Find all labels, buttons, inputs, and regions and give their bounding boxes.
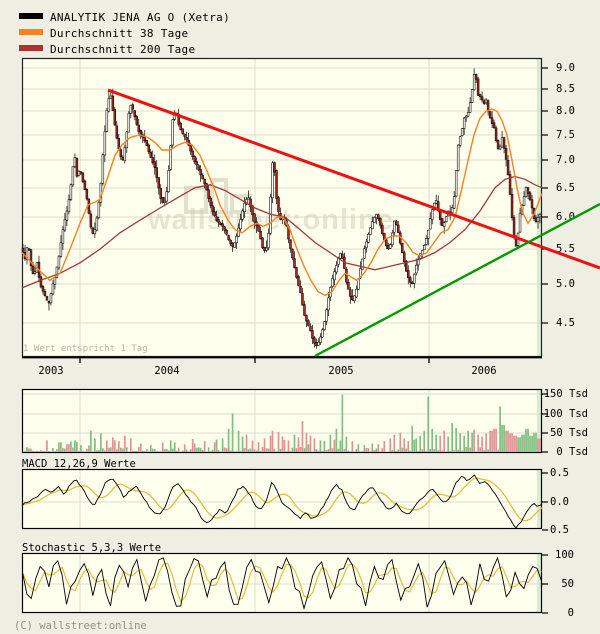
price-legend-label: ANALYTIK JENA AG O (Xetra) [50,11,230,24]
price-y-tick-label: 8.0 [556,105,575,117]
stochastic-panel-title: Stochastic 5,3,3 Werte [22,542,162,554]
macd-y-tick-label: 0.0 [550,496,569,508]
ma200-legend-swatch [19,45,43,51]
x-axis-year-label: 2005 [328,365,354,377]
x-axis-year-label: 2006 [471,365,497,377]
macd-panel-title: MACD 12,26,9 Werte [22,458,136,470]
legend-item-ma200: Durchschnitt 200 Tage [19,38,195,56]
stochastic-y-tick-label: 0 [567,607,574,619]
stochastic-y-tick-label: 100 [555,549,574,561]
price-y-tick-label: 6.5 [556,182,575,194]
price-y-tick-label: 4.5 [556,317,575,329]
stochastic-y-tick-label: 50 [561,578,574,590]
volume-y-tick-label: 0 Tsd [556,446,588,458]
price-y-tick-label: 7.5 [556,129,575,141]
legend-item-ma38: Durchschnitt 38 Tage [19,22,188,40]
volume-y-tick-label: 50 Tsd [550,427,588,439]
ma38-legend-swatch [19,29,43,35]
price-y-tick-label: 5.5 [556,243,575,255]
price-y-tick-label: 9.0 [556,62,575,74]
ma200-legend-label: Durchschnitt 200 Tage [50,43,196,56]
price-y-tick-label: 6.0 [556,211,575,223]
macd-y-tick-label: -0.5 [543,524,569,536]
price-y-tick-label: 5.0 [556,278,575,290]
legend-item-price: ANALYTIK JENA AG O (Xetra) [19,6,230,24]
scale-note: 1 Wert entspricht 1 Tag [23,344,148,354]
copyright-note: (C) wallstreet:online [14,620,147,632]
volume-y-tick-label: 150 Tsd [543,388,588,400]
price-legend-swatch [19,13,43,19]
macd-y-tick-label: 0.5 [550,467,569,479]
price-y-tick-label: 8.5 [556,83,575,95]
x-axis-year-label: 2004 [154,365,180,377]
ma38-legend-label: Durchschnitt 38 Tage [50,27,189,40]
x-axis-year-label: 2003 [38,365,64,377]
price-y-tick-label: 7.0 [556,154,575,166]
volume-y-tick-label: 100 Tsd [543,408,588,420]
